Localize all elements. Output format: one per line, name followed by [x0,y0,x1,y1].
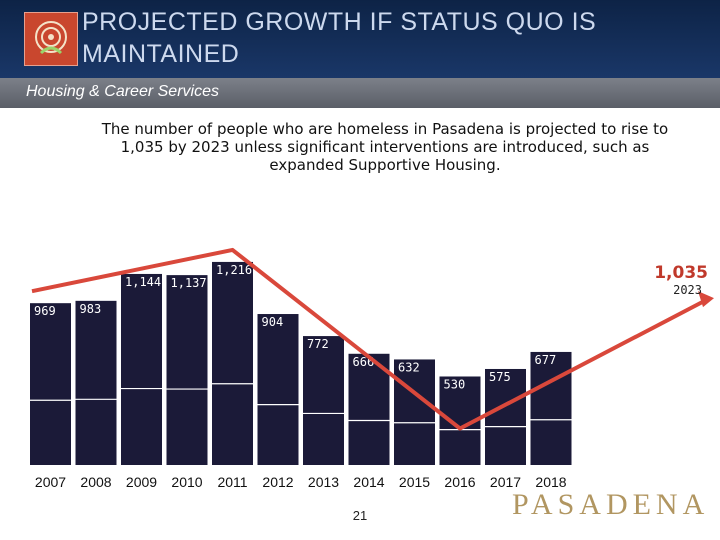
x-tick-2007: 2007 [35,474,66,490]
x-tick-2012: 2012 [262,474,293,490]
data-label-2016: 530 [444,377,466,391]
x-tick-2009: 2009 [126,474,157,490]
data-label-2018: 677 [535,353,557,367]
bar-2007 [30,303,71,465]
x-tick-2008: 2008 [80,474,111,490]
bar-2013 [303,336,344,465]
x-tick-2013: 2013 [308,474,339,490]
data-label-2007: 969 [34,304,56,318]
data-label-2017: 575 [489,370,511,384]
data-label-2008: 983 [80,302,102,316]
data-label-2012: 904 [262,315,284,329]
data-label-2010: 1,137 [171,276,207,290]
chart-description: The number of people who are homeless in… [101,120,669,174]
x-tick-2018: 2018 [535,474,566,490]
bar-2009 [121,273,162,465]
rose-logo-icon [24,12,78,66]
projection-value-label: 1,035 [654,263,708,283]
page-title: PROJECTED GROWTH IF STATUS QUO IS MAINTA… [82,8,597,68]
x-tick-2014: 2014 [353,474,384,490]
x-tick-2016: 2016 [444,474,475,490]
bar-2008 [75,300,117,465]
homeless-projection-chart: 969 2007 983 2008 1,144 2009 1,137 2010 1,216 201… [30,247,714,490]
bar-2018 [530,351,572,465]
section-subtitle: Housing & Career Services [26,83,219,100]
projection-trend-line [31,247,707,431]
page-number: 21 [352,508,368,523]
bar-2015 [394,359,435,465]
subheader-bar [0,78,720,108]
data-label-2015: 632 [398,360,420,374]
data-label-2009: 1,144 [125,275,161,289]
projection-year-label: 2023 [673,283,702,297]
data-label-2013: 772 [307,337,329,351]
x-tick-2011: 2011 [217,474,247,490]
header-bar: PROJECTED GROWTH IF STATUS QUO IS MAINTA… [0,0,720,78]
data-label-2011: 1,216 [216,263,252,277]
x-tick-2010: 2010 [171,474,202,490]
trend-arrow-head [698,291,714,308]
x-tick-2017: 2017 [490,474,521,490]
bar-2012 [257,314,299,465]
pasadena-brand-logo: PASADENA [512,488,710,521]
bar-2017 [485,368,526,465]
x-tick-2015: 2015 [399,474,430,490]
bar-2011 [212,261,253,465]
bar-2010 [166,275,208,465]
bar-2014 [348,353,390,465]
